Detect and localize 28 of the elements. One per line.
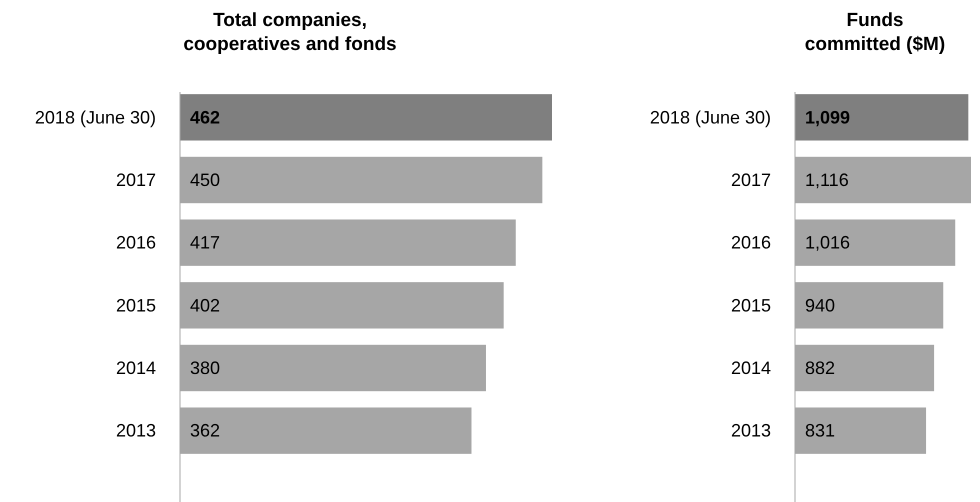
y-tick-label: 2016 [116, 232, 156, 253]
data-label: 450 [190, 170, 220, 190]
y-tick-label: 2014 [116, 358, 156, 378]
data-label: 1,099 [805, 107, 850, 128]
data-label: 380 [190, 358, 220, 378]
data-label: 1,016 [805, 232, 850, 253]
data-label: 362 [190, 420, 220, 441]
y-tick-label: 2016 [730, 232, 771, 253]
data-label: 882 [805, 358, 836, 378]
y-tick-label: 2018 (June 30) [34, 107, 156, 128]
bar [180, 94, 552, 141]
chart-title: Total companies, cooperatives and fonds [183, 10, 397, 55]
y-tick-label: 2014 [730, 358, 771, 378]
data-label: 940 [805, 295, 836, 316]
y-tick-label: 2013 [116, 420, 156, 441]
data-label: 417 [190, 232, 220, 253]
y-tick-label: 2015 [730, 295, 771, 316]
bar [795, 94, 968, 141]
data-label: 462 [190, 107, 220, 128]
y-tick-label: 2013 [730, 420, 771, 441]
y-tick-label: 2017 [116, 170, 156, 190]
data-label: 831 [805, 420, 836, 441]
data-label: 1,116 [805, 170, 849, 190]
chart-title: Funds committed ($M) [804, 10, 946, 55]
y-tick-label: 2015 [116, 295, 156, 316]
data-label: 402 [190, 295, 220, 316]
y-tick-label: 2017 [730, 170, 771, 190]
y-tick-label: 2018 (June 30) [650, 107, 771, 128]
